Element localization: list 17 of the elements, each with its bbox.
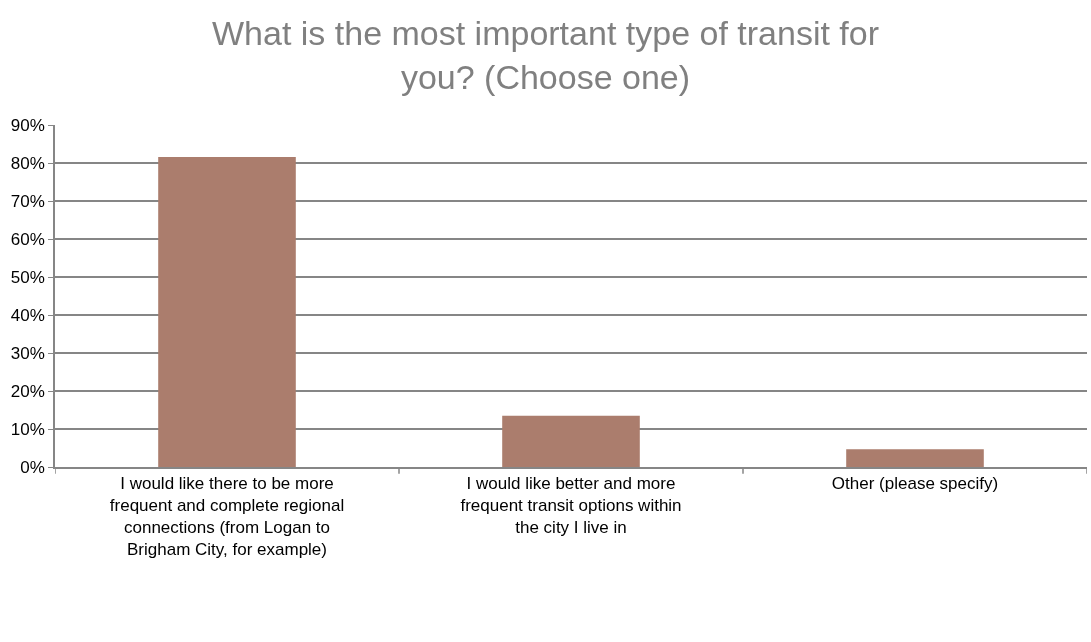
x-tick-label: I would like better and more frequent transit options within the city I live in — [460, 474, 682, 538]
bar — [502, 415, 640, 467]
y-tick-label: 80% — [10, 153, 45, 173]
bar — [158, 156, 296, 467]
chart-title: What is the most important type of transit for you? (Choose one) — [211, 13, 880, 97]
y-tick-label: 70% — [10, 191, 45, 211]
y-tick-label: 0% — [20, 457, 45, 477]
y-tick-label: 50% — [10, 267, 45, 287]
x-tick-label: Other (please specify) — [831, 474, 999, 494]
y-tick-label: 90% — [10, 115, 45, 135]
y-tick-label: 60% — [10, 229, 45, 249]
y-tick-label: 20% — [10, 381, 45, 401]
y-tick-label: 40% — [10, 305, 45, 325]
y-tick-label: 30% — [10, 343, 45, 363]
x-tick-label: I would like there to be more frequent and complete regional connections (from Logan to Brigham City, for example) — [109, 474, 345, 560]
y-tick-label: 10% — [10, 419, 45, 439]
bar — [846, 449, 984, 467]
